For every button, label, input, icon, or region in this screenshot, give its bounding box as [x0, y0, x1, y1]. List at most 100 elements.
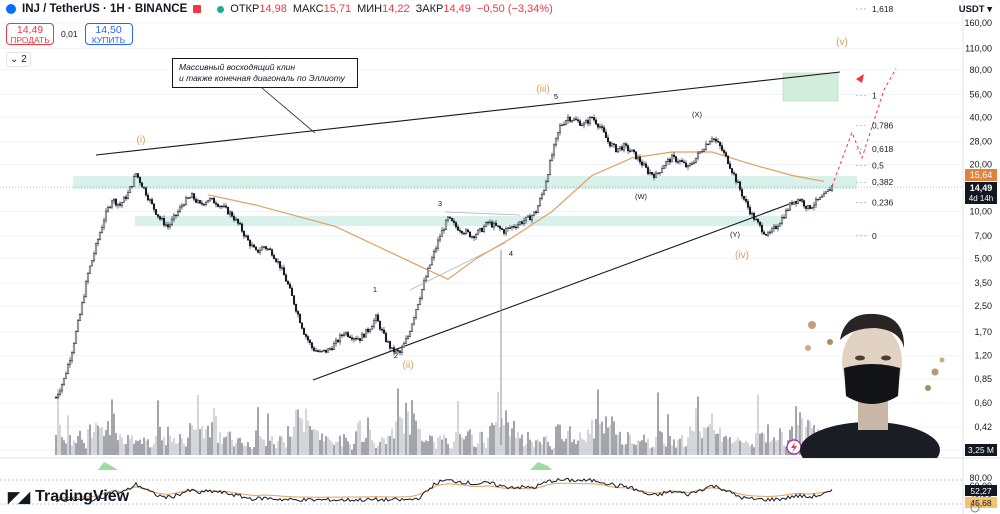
candle-body — [526, 215, 530, 218]
volume-bar — [67, 415, 69, 455]
oscillator-signal-line — [56, 482, 833, 498]
volume-bar — [63, 440, 65, 455]
candle-body — [306, 336, 310, 341]
candle-body — [190, 193, 194, 198]
candle-body — [502, 229, 506, 234]
volume-bar — [347, 441, 349, 455]
candle-body — [318, 351, 322, 353]
candle-body — [504, 228, 508, 234]
buy-button[interactable]: 14,50 КУПИТЬ — [84, 23, 133, 45]
buy-price: 14,50 — [95, 24, 122, 36]
volume-bar — [315, 429, 317, 455]
volume-bar — [723, 436, 725, 455]
candle-body — [532, 211, 536, 216]
candle-body — [698, 151, 702, 154]
candle-body — [394, 349, 398, 353]
volume-bar — [625, 444, 627, 455]
candle-body — [228, 211, 232, 215]
candle-body — [292, 295, 296, 305]
favorite-icon[interactable] — [193, 5, 202, 13]
volume-bar — [649, 448, 651, 455]
volume-bar — [681, 435, 683, 455]
candle-body — [58, 390, 62, 395]
tradingview-logo[interactable]: ◤◢ TradingView — [8, 488, 129, 506]
wave-label-i: (i) — [137, 135, 146, 146]
candle-body — [260, 246, 264, 251]
volume-bar — [479, 431, 481, 455]
volume-bar — [659, 431, 661, 455]
candle-body — [678, 160, 682, 163]
oscillator-axis-tick: 80,00 — [969, 473, 992, 483]
candle-body — [826, 189, 830, 193]
volume-bar — [679, 438, 681, 455]
candle-body — [60, 384, 64, 392]
volume-bar — [643, 434, 645, 455]
settings-icon[interactable] — [970, 503, 980, 513]
volume-bar — [447, 444, 449, 455]
price-axis-tick: 2,50 — [974, 301, 992, 311]
indicators-collapse-button[interactable]: ⌄ 2 — [6, 52, 31, 67]
volume-bar — [351, 449, 353, 455]
symbol-title[interactable]: INJ / TetherUS · 1H · BINANCE — [22, 3, 188, 15]
ma-price-box — [965, 169, 997, 181]
volume-bar — [751, 444, 753, 455]
candle-body — [276, 261, 280, 263]
wedge-upper-line — [95, 71, 841, 156]
candle-body — [332, 343, 336, 350]
volume-bar — [353, 443, 355, 455]
candle-body — [400, 346, 404, 353]
wave-label-2: 2 — [394, 351, 398, 360]
candle-body — [226, 207, 230, 215]
candle-body — [376, 314, 380, 322]
candle-body — [676, 161, 680, 163]
candle-body — [528, 215, 532, 221]
sell-button[interactable]: 14,49 ПРОДАТЬ — [6, 23, 54, 45]
price-axis-tick: 0,85 — [974, 374, 992, 384]
candle-body — [660, 168, 664, 173]
wave-labels: (i) (ii) (iii) (iv) (v) 1 2 3 4 5 (W) (X) (Y) — [137, 37, 848, 371]
volume-bar — [333, 444, 335, 455]
volume-bar — [415, 420, 417, 455]
volume-bar — [183, 443, 185, 455]
fib-level-label: 0,236 — [872, 198, 894, 208]
candle-body — [766, 232, 770, 236]
volume-bar — [199, 429, 201, 455]
candle-body — [798, 199, 802, 201]
candle-body — [234, 218, 238, 221]
candle-body — [808, 205, 812, 209]
volume-bar — [73, 440, 75, 455]
volume-bar — [225, 436, 227, 455]
candle-body — [506, 227, 510, 229]
candle-body — [334, 339, 338, 344]
candle-body — [230, 211, 234, 217]
volume-bar — [179, 434, 181, 455]
volume-bar — [781, 432, 783, 455]
candle-body — [148, 199, 152, 201]
candle-body — [326, 348, 330, 353]
candle-body — [164, 224, 168, 226]
volume-bar — [757, 394, 759, 455]
candle-body — [54, 397, 58, 399]
price-axis-tick: 1,20 — [974, 351, 992, 361]
volume-bar — [583, 439, 585, 455]
volume-bar — [319, 439, 321, 455]
candle-body — [222, 205, 226, 207]
volume-bar — [433, 442, 435, 455]
volume-bar — [307, 420, 309, 455]
annotation-note[interactable]: Массивный восходящий клин и также конечн… — [172, 58, 358, 88]
candle-body — [536, 205, 540, 214]
price-axis[interactable]: 160,00 110,00 80,00 56,00 40,00 28,00 20,00 10,… — [964, 18, 992, 507]
osc-main-box — [965, 485, 997, 496]
volume-bar — [205, 429, 207, 455]
volume-bar — [689, 426, 691, 455]
candle-body — [654, 172, 658, 178]
volume-bar — [235, 442, 237, 455]
candle-body — [66, 364, 70, 374]
currency-selector[interactable]: USDT ▾ — [959, 4, 992, 15]
candle-body — [596, 123, 600, 128]
candle-body — [106, 207, 110, 212]
candle-body — [370, 326, 374, 330]
volume-bar — [553, 447, 555, 455]
candle-body — [426, 268, 430, 278]
